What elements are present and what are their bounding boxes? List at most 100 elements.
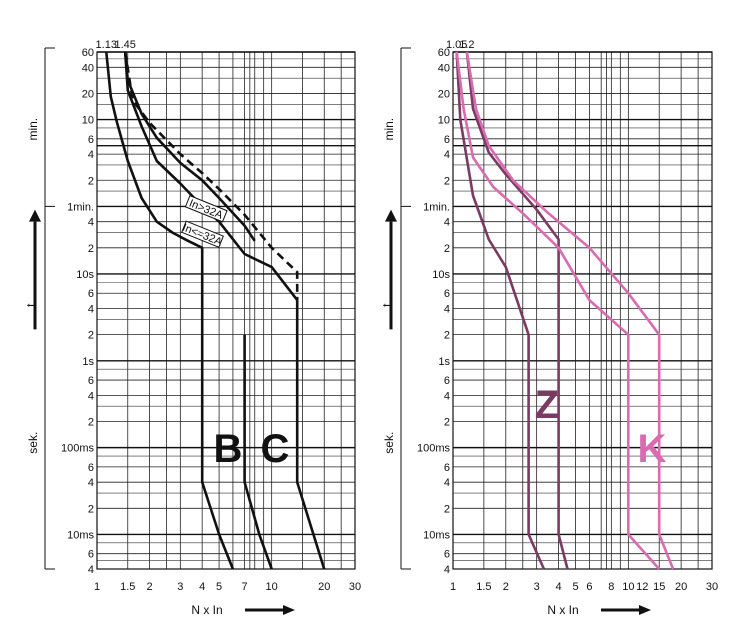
y-tick-label: 10 [82, 115, 94, 127]
x-tick-label: 10 [622, 581, 634, 593]
y-tick-label: 2 [88, 503, 94, 515]
y-tick-label: 6 [88, 462, 94, 474]
y-tick-label: 4 [88, 564, 94, 576]
x-tick-label: 2 [503, 581, 509, 593]
y-tick-label: 1s [82, 356, 94, 368]
y-tick-label: 60 [82, 47, 94, 59]
y-tick-label: 4 [88, 477, 94, 489]
curve-b [105, 51, 235, 570]
y-tick-label: 6 [88, 549, 94, 561]
y-tick-label: 2 [444, 503, 450, 515]
curve-z-upper [465, 51, 569, 570]
y-tick-label: 10 [438, 115, 450, 127]
y-tick-label: 4 [444, 477, 450, 489]
x-tick-label: 12 [636, 581, 648, 593]
y-tick-label: 60 [438, 47, 450, 59]
curve-z [455, 51, 546, 570]
y-tick-label: 2 [444, 416, 450, 428]
y-tick-label: 100ms [417, 443, 451, 455]
curve-c-upper-dashed [123, 51, 299, 301]
unit-label-min: min. [26, 118, 40, 141]
y-tick-label: 4 [444, 149, 450, 161]
x-tick-label: 3 [177, 581, 183, 593]
chart-panel-right: 604020106421min.4210s6421s642100ms64210m… [380, 39, 718, 617]
y-tick-label: 10ms [67, 529, 94, 541]
x-tick-label: 1.5 [476, 581, 491, 593]
x-tick-label: 5 [572, 581, 578, 593]
y-tick-label: 4 [444, 304, 450, 316]
y-tick-label: 2 [444, 243, 450, 255]
chart-panel-left: 604020106421min.4210s6421s642100ms64210m… [24, 39, 361, 617]
y-tick-label: 6 [444, 288, 450, 300]
x-tick-label: 5 [216, 581, 222, 593]
y-tick-label: 6 [88, 288, 94, 300]
y-tick-label: 1min. [67, 201, 94, 213]
y-tick-label: 6 [88, 134, 94, 146]
y-tick-label: 6 [444, 134, 450, 146]
x-tick-label: 4 [556, 581, 562, 593]
x-tick-label: 10 [266, 581, 278, 593]
y-tick-label: 6 [444, 375, 450, 387]
x-axis-label: N x In [547, 603, 578, 617]
y-axis-label: t [380, 303, 394, 307]
top-label: 1.2 [459, 39, 474, 51]
y-tick-label: 2 [444, 330, 450, 342]
y-tick-label: 6 [444, 462, 450, 474]
plot-frame [452, 51, 713, 570]
x-tick-label: 20 [318, 581, 330, 593]
y-tick-label: 10s [432, 269, 450, 281]
y-tick-label: 6 [444, 549, 450, 561]
y-tick-label: 2 [88, 416, 94, 428]
x-tick-label: 30 [349, 581, 361, 593]
curve-label-k: K [638, 427, 667, 471]
plot-frame [96, 51, 356, 570]
y-tick-label: 4 [88, 149, 94, 161]
x-tick-label: 8 [608, 581, 614, 593]
boxed-label-frame [181, 220, 224, 248]
up-arrow-head [385, 209, 397, 222]
y-axis-label: t [24, 303, 38, 307]
y-tick-label: 2 [444, 175, 450, 187]
y-tick-label: 1s [438, 356, 450, 368]
right-arrow-head [283, 605, 295, 615]
curve-label-z: Z [535, 383, 559, 427]
y-tick-label: 40 [438, 62, 450, 74]
y-tick-label: 100ms [61, 443, 95, 455]
y-tick-label: 2 [88, 330, 94, 342]
x-tick-label: 1.5 [120, 581, 135, 593]
x-tick-label: 7 [242, 581, 248, 593]
x-tick-label: 1 [94, 581, 100, 593]
boxed-label-frame [184, 195, 228, 223]
x-tick-label: 6 [586, 581, 592, 593]
unit-label-sek: sek. [26, 432, 40, 454]
y-tick-label: 4 [88, 217, 94, 229]
curve-label-c: C [261, 427, 290, 471]
right-arrow-head [639, 605, 651, 615]
y-tick-label: 4 [88, 390, 94, 402]
x-tick-label: 30 [706, 581, 718, 593]
unit-label-sek: sek. [382, 432, 396, 454]
y-tick-label: 2 [88, 175, 94, 187]
y-tick-label: 20 [438, 88, 450, 100]
curve-b-limit [243, 334, 273, 570]
top-label: 1.05 [446, 39, 467, 51]
y-tick-label: 10ms [423, 529, 450, 541]
curve-k-upper [465, 51, 675, 570]
x-axis-label: N x In [191, 603, 222, 617]
top-label: 1.13 [96, 39, 117, 51]
y-tick-label: 4 [444, 564, 450, 576]
curve-c-upper [123, 51, 256, 242]
up-arrow-head [29, 209, 41, 222]
x-tick-label: 2 [147, 581, 153, 593]
y-tick-label: 2 [88, 243, 94, 255]
top-label: 1.45 [114, 39, 135, 51]
curve-label-b: B [214, 427, 243, 471]
boxed-label: In<=32A [181, 220, 224, 249]
y-tick-label: 4 [444, 217, 450, 229]
y-tick-label: 6 [88, 375, 94, 387]
y-tick-label: 10s [76, 269, 94, 281]
x-tick-label: 1 [450, 581, 456, 593]
y-tick-label: 4 [88, 304, 94, 316]
x-tick-label: 20 [675, 581, 687, 593]
